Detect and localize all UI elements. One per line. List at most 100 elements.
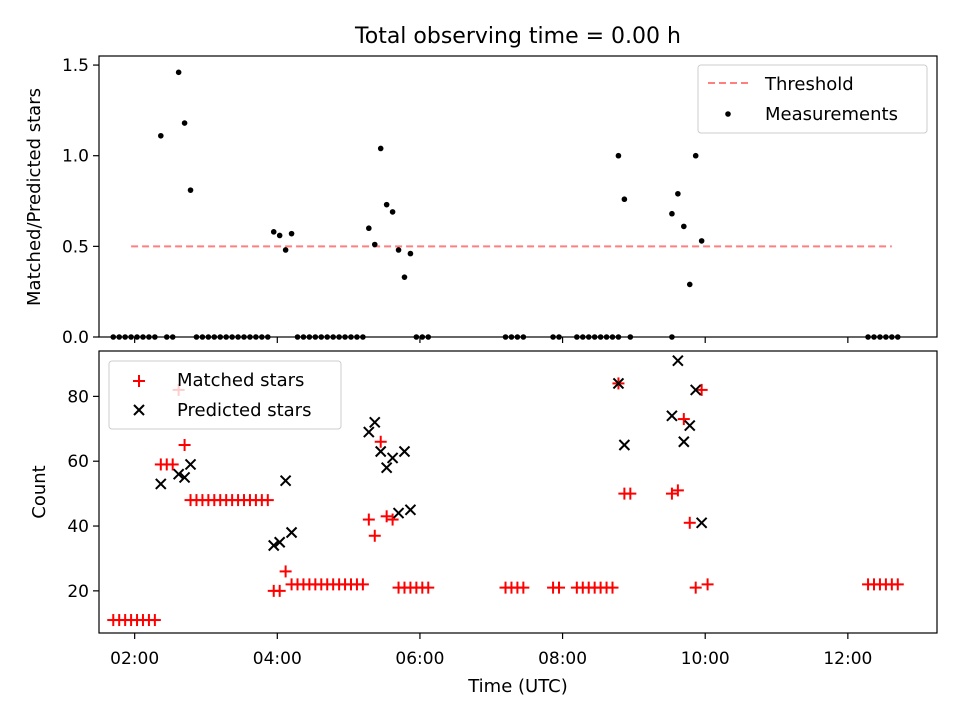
measurement-point — [669, 210, 675, 217]
x-axis-label: Time (UTC) — [467, 676, 568, 697]
predicted-point — [672, 355, 684, 367]
bottom-y-tick-label: 20 — [67, 582, 89, 602]
top-legend-frame — [697, 64, 928, 134]
predicted-point — [392, 507, 405, 519]
top-y-tick-label: 1.0 — [62, 147, 89, 167]
measurement-point — [389, 209, 396, 215]
matched-point — [517, 581, 530, 594]
predicted-point — [618, 439, 631, 451]
matched-point — [386, 513, 399, 526]
predicted-point — [268, 539, 280, 552]
measurement-point — [288, 230, 295, 237]
predicted-point — [279, 474, 292, 487]
matched-point — [368, 529, 381, 542]
bottom-legend: Matched stars Predicted stars — [108, 360, 342, 430]
measurement-point — [407, 250, 414, 257]
matched-point — [166, 458, 179, 471]
figure-title: Total observing time = 0.00 h — [354, 24, 681, 49]
top-legend: Threshold Measurements — [697, 64, 928, 134]
measurement-point — [377, 145, 384, 152]
top-y-tick-label: 0.5 — [62, 237, 89, 257]
measurement-point — [366, 225, 372, 232]
top-y-axis: 0.0 0.5 1.0 1.5 — [62, 56, 99, 348]
predicted-point — [273, 536, 286, 548]
measurement-point — [686, 281, 693, 288]
measurement-point — [276, 232, 283, 239]
matched-point — [422, 581, 435, 594]
matched-point — [374, 435, 387, 448]
matched-point — [683, 516, 696, 529]
x-tick-label: 06:00 — [395, 649, 444, 669]
predicted-point — [155, 478, 167, 490]
predicted-point — [178, 471, 191, 484]
legend-measurements-label: Measurements — [765, 104, 898, 125]
measurement-point — [395, 247, 402, 253]
predicted-point — [612, 377, 625, 390]
measurement-point — [698, 238, 705, 244]
measurement-point — [270, 229, 277, 235]
matched-point — [701, 578, 714, 591]
matched-point — [695, 383, 708, 396]
measurement-point — [621, 196, 628, 203]
legend-threshold-label: Threshold — [764, 74, 854, 95]
predicted-point — [369, 416, 381, 429]
predicted-point — [375, 445, 387, 458]
bottom-x-axis: 02:00 04:00 06:00 08:00 10:00 12:00 — [110, 633, 872, 669]
measurement-point — [675, 190, 681, 197]
bottom-y-axis-label: Count — [29, 465, 50, 518]
measurement-point — [158, 132, 164, 139]
top-panel-frame — [98, 55, 938, 338]
x-tick-label: 08:00 — [538, 649, 587, 669]
bottom-y-tick-label: 60 — [67, 452, 89, 472]
predicted-point — [666, 410, 678, 422]
predicted-point — [404, 504, 417, 516]
matched-point — [891, 578, 904, 591]
top-x-axis-ticks — [134, 337, 849, 343]
legend-predicted-swatch — [133, 404, 145, 416]
legend-measurements-swatch — [725, 111, 731, 117]
matched-point — [279, 565, 292, 578]
matched-point — [148, 614, 161, 627]
measurement-point — [175, 69, 182, 76]
x-tick-label: 04:00 — [253, 649, 302, 669]
matched-point — [624, 487, 637, 500]
x-tick-label: 02:00 — [110, 649, 159, 669]
matched-point — [671, 484, 684, 497]
measurement-point — [371, 241, 378, 248]
measurement-point — [282, 247, 289, 253]
x-tick-label: 10:00 — [681, 649, 730, 669]
bottom-y-axis: 20 40 60 80 — [67, 387, 99, 602]
predicted-point — [285, 526, 298, 539]
bottom-y-tick-label: 80 — [67, 387, 89, 407]
measurement-point — [187, 187, 194, 193]
matched-point — [362, 513, 375, 526]
measurement-point — [181, 120, 188, 126]
measurement-point — [401, 274, 408, 280]
measurement-point — [692, 152, 699, 159]
predicted-point — [172, 468, 185, 480]
matched-point — [273, 584, 286, 597]
top-y-axis-label: Matched/Predicted stars — [24, 88, 45, 306]
bottom-legend-frame — [108, 360, 342, 430]
matched-point — [689, 581, 702, 594]
top-y-tick-label: 0.0 — [62, 328, 89, 348]
bottom-panel-frame — [98, 350, 938, 634]
legend-predicted-label: Predicted stars — [177, 400, 311, 421]
matched-point — [261, 494, 274, 507]
matched-point — [553, 581, 566, 594]
predicted-point — [184, 458, 197, 471]
predicted-point — [386, 452, 399, 464]
legend-matched-label: Matched stars — [177, 370, 304, 391]
matched-point — [606, 581, 619, 594]
measurement-point — [615, 152, 622, 159]
predicted-point — [689, 384, 702, 396]
predicted-point — [678, 436, 690, 448]
predicted-point — [695, 517, 708, 529]
measurement-point — [383, 201, 390, 208]
bottom-y-tick-label: 40 — [67, 517, 89, 537]
measurement-point — [681, 223, 687, 230]
predicted-point — [398, 445, 411, 458]
top-y-tick-label: 1.5 — [62, 56, 89, 76]
